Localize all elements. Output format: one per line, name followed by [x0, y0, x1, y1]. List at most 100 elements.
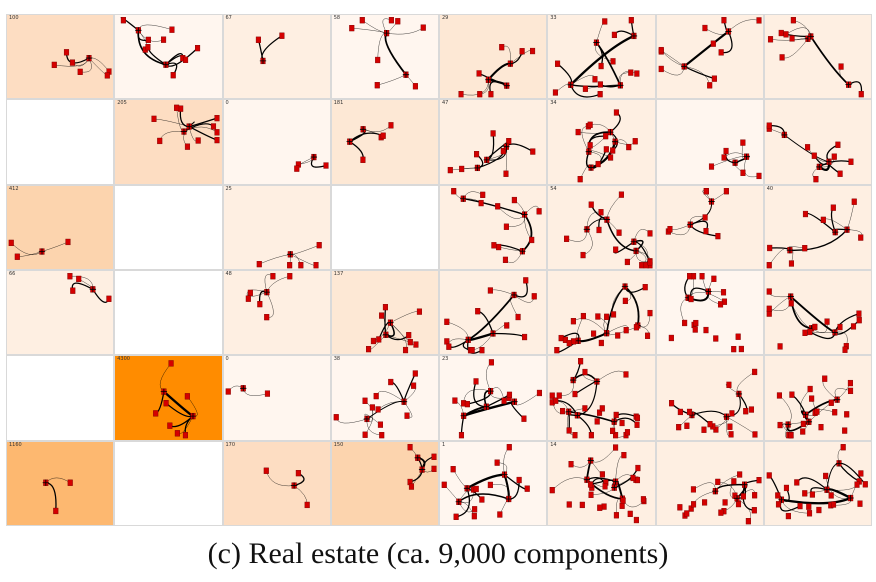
matrix-cell	[656, 185, 763, 269]
graph-node	[613, 246, 619, 253]
graph-thumbnail	[293, 154, 329, 173]
graph-node	[805, 503, 812, 510]
graph-edge	[88, 57, 110, 72]
graph-node	[581, 312, 587, 320]
graph-node	[167, 422, 173, 430]
matrix-cell: 33	[548, 15, 655, 99]
graph-node	[626, 144, 632, 151]
graph-node	[802, 329, 808, 336]
graph-node	[375, 336, 382, 343]
graph-node	[755, 173, 762, 180]
graph-edge	[349, 132, 384, 143]
graph-node	[720, 154, 727, 161]
graph-node	[641, 495, 647, 503]
graph-node	[642, 284, 649, 291]
graph-edge	[680, 297, 688, 324]
graph-node	[712, 335, 718, 342]
hub-marker	[805, 419, 812, 426]
hub-marker	[847, 494, 854, 501]
matrix-cell: 1	[440, 441, 547, 525]
graph-edge	[590, 124, 616, 143]
graph-node	[621, 451, 627, 458]
graph-node	[751, 369, 757, 376]
graph-edge	[692, 482, 716, 491]
graph-node	[831, 153, 837, 161]
graph-node	[566, 501, 573, 508]
graph-node	[504, 322, 510, 329]
graph-node	[630, 474, 636, 481]
graph-edge	[138, 24, 173, 31]
hub-marker	[186, 123, 193, 130]
hub-marker	[286, 250, 294, 258]
graph-node	[766, 305, 772, 312]
graph-node	[802, 210, 808, 217]
graph-node	[293, 165, 299, 173]
graph-edge	[596, 42, 604, 67]
graph-node	[718, 49, 724, 56]
hub-marker	[575, 337, 582, 344]
hub-marker	[382, 331, 389, 338]
graph-node	[725, 382, 731, 389]
graph-node	[503, 223, 509, 230]
graph-node	[474, 151, 480, 158]
graph-node	[778, 29, 784, 37]
graph-edge	[65, 52, 90, 64]
matrix-cell: 14	[548, 441, 655, 525]
graph-node	[720, 17, 726, 24]
hub-marker	[686, 221, 693, 228]
graph-node	[536, 207, 542, 215]
graph-node	[536, 390, 543, 397]
graph-edge	[570, 84, 621, 88]
graph-node	[623, 371, 629, 378]
graph-edge	[683, 30, 729, 68]
graph-node	[475, 308, 481, 315]
graph-node	[620, 497, 626, 504]
graph-node	[556, 392, 563, 400]
cell-count-label: 0	[225, 356, 229, 363]
graph-node	[588, 491, 594, 498]
graph-edge	[846, 201, 855, 230]
graph-edge	[362, 125, 391, 133]
graph-node	[807, 328, 813, 336]
graph-node	[295, 469, 301, 476]
graph-node	[623, 297, 629, 305]
hub-marker	[239, 385, 246, 392]
graph-node	[628, 69, 634, 76]
graph-thumbnail	[365, 304, 422, 354]
graph-edge	[825, 475, 851, 499]
graph-node	[478, 199, 484, 206]
graph-node	[521, 415, 527, 423]
graph-node	[506, 443, 512, 450]
graph-node	[608, 154, 614, 161]
graph-node	[495, 202, 501, 210]
graph-node	[450, 465, 456, 472]
graph-node	[812, 323, 818, 331]
graph-edge	[570, 34, 635, 86]
graph-node	[797, 502, 803, 509]
graph-node	[322, 162, 329, 169]
graph-node	[736, 471, 742, 478]
graph-node	[214, 129, 220, 136]
graph-node	[816, 506, 822, 513]
graph-node	[848, 158, 854, 166]
graph-node	[595, 313, 601, 320]
graph-node	[146, 36, 152, 44]
hub-marker	[622, 283, 629, 290]
graph-node	[416, 308, 422, 315]
cell-count-label: 14	[550, 441, 557, 448]
hub-marker	[731, 159, 738, 167]
graph-node	[362, 431, 368, 439]
graph-node	[522, 333, 528, 341]
graph-edge	[768, 247, 790, 265]
graph-node	[634, 516, 640, 523]
cell-count-label: 412	[9, 185, 19, 192]
graph-edge	[155, 391, 165, 415]
graph-node	[413, 341, 419, 348]
graph-node	[374, 82, 380, 89]
graph-edge	[377, 401, 404, 410]
graph-node	[578, 358, 584, 365]
graph-edge	[384, 32, 407, 76]
hub-marker	[603, 216, 611, 223]
graph-edge	[386, 27, 424, 35]
graph-edge	[17, 251, 43, 257]
